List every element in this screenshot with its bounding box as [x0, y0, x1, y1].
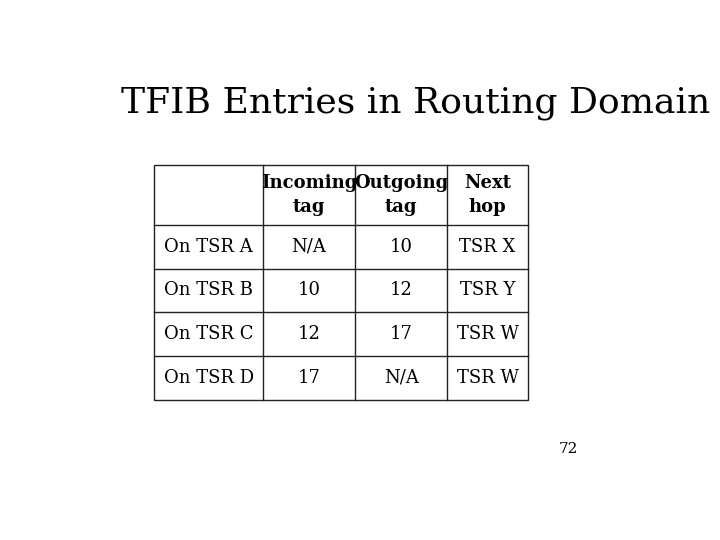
Text: On TSR D: On TSR D — [163, 369, 253, 387]
Text: On TSR A: On TSR A — [164, 238, 253, 256]
Text: Incoming
tag: Incoming tag — [261, 174, 357, 215]
Text: 10: 10 — [297, 281, 320, 299]
Text: On TSR B: On TSR B — [164, 281, 253, 299]
Text: 72: 72 — [559, 442, 578, 456]
Bar — [154, 165, 528, 400]
Text: TFIB Entries in Routing Domain A: TFIB Entries in Routing Domain A — [121, 85, 720, 119]
Text: 17: 17 — [297, 369, 320, 387]
Text: Next
hop: Next hop — [464, 174, 511, 215]
Text: 12: 12 — [297, 325, 320, 343]
Text: TSR W: TSR W — [456, 369, 518, 387]
Text: On TSR C: On TSR C — [164, 325, 253, 343]
Text: TSR Y: TSR Y — [460, 281, 516, 299]
Text: N/A: N/A — [292, 238, 326, 256]
Text: N/A: N/A — [384, 369, 418, 387]
Text: 17: 17 — [390, 325, 413, 343]
Text: 10: 10 — [390, 238, 413, 256]
Text: TSR X: TSR X — [459, 238, 516, 256]
Text: TSR W: TSR W — [456, 325, 518, 343]
Text: 12: 12 — [390, 281, 413, 299]
Text: Outgoing
tag: Outgoing tag — [354, 174, 449, 215]
